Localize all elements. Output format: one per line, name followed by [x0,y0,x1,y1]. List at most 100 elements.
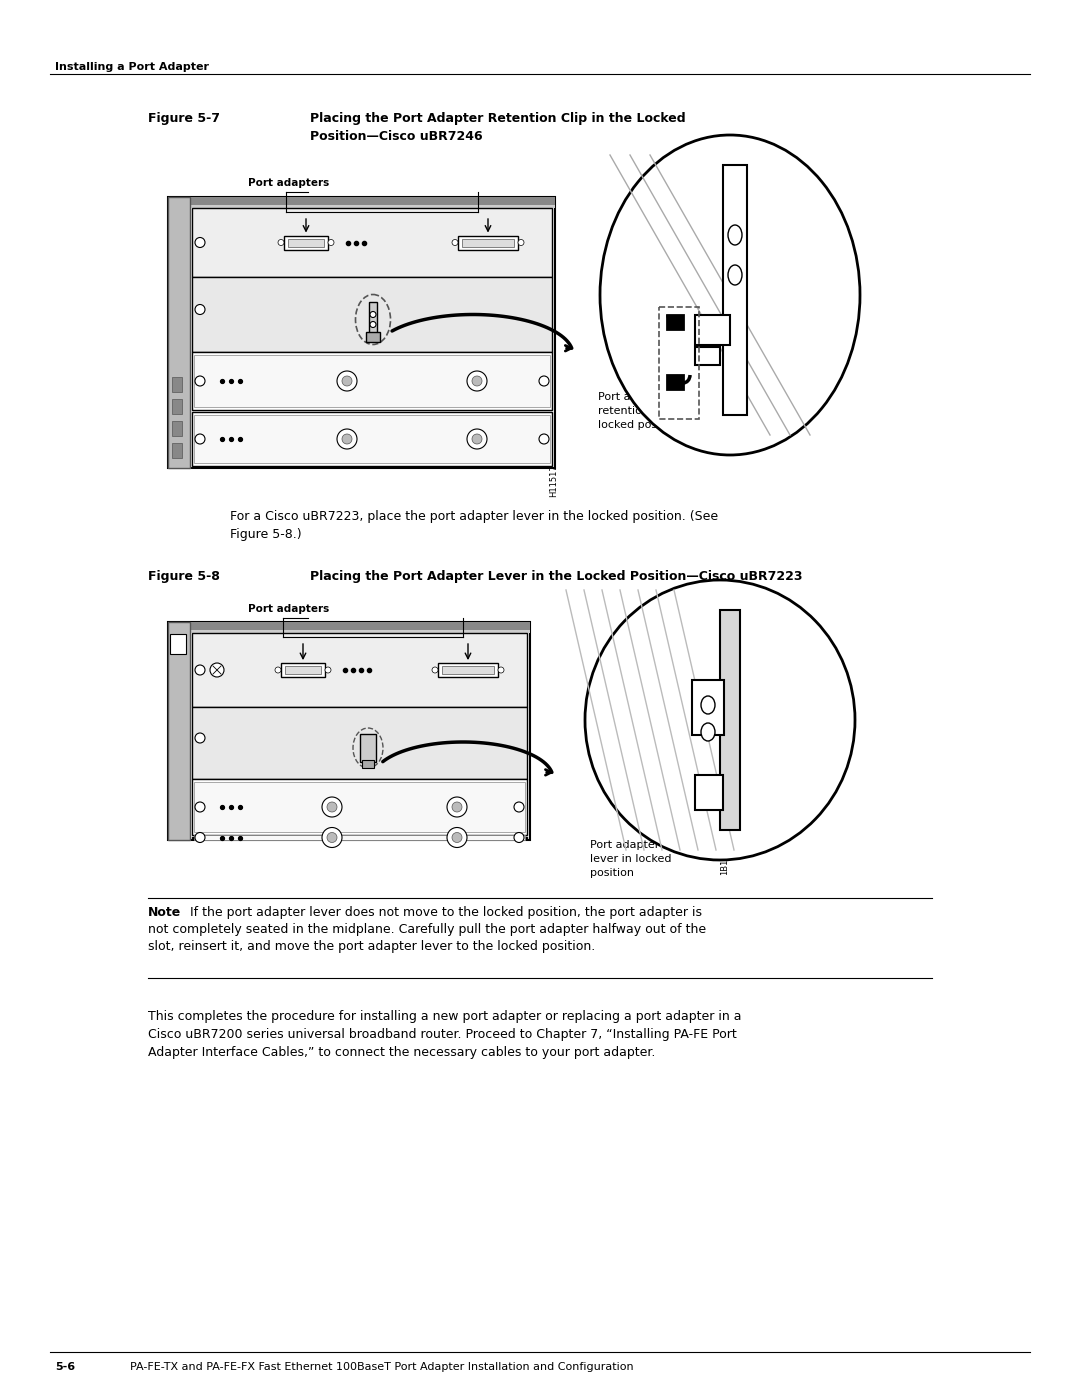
Ellipse shape [600,136,860,455]
FancyBboxPatch shape [192,780,527,835]
FancyBboxPatch shape [172,400,183,414]
Text: H11517: H11517 [549,464,558,497]
FancyBboxPatch shape [667,314,683,330]
Circle shape [432,666,438,673]
FancyBboxPatch shape [168,630,530,633]
Circle shape [195,833,205,842]
FancyBboxPatch shape [192,707,527,780]
Circle shape [278,239,284,246]
Text: If the port adapter lever does not move to the locked position, the port adapter: If the port adapter lever does not move … [190,907,702,919]
Circle shape [370,312,376,317]
FancyBboxPatch shape [696,314,730,345]
Text: Figure 5-8: Figure 5-8 [148,570,220,583]
FancyBboxPatch shape [281,664,325,678]
Circle shape [342,434,352,444]
Circle shape [195,237,205,247]
FancyBboxPatch shape [720,610,740,830]
Text: Port adapters: Port adapters [248,604,329,615]
Text: Cisco uBR7200 series universal broadband router. Proceed to Chapter 7, “Installi: Cisco uBR7200 series universal broadband… [148,1028,737,1041]
Text: Port adapter: Port adapter [598,393,667,402]
Circle shape [210,664,224,678]
Circle shape [327,833,337,842]
FancyBboxPatch shape [462,239,514,246]
Text: Placing the Port Adapter Retention Clip in the Locked: Placing the Port Adapter Retention Clip … [310,112,686,124]
Text: position: position [590,868,634,877]
Ellipse shape [728,265,742,285]
FancyBboxPatch shape [360,733,376,761]
Text: Figure 5-8.): Figure 5-8.) [230,528,301,541]
Text: Figure 5-7: Figure 5-7 [148,112,220,124]
FancyBboxPatch shape [192,208,552,277]
Circle shape [322,827,342,848]
Circle shape [514,802,524,812]
Text: Port adapter: Port adapter [590,840,660,849]
FancyBboxPatch shape [438,664,498,678]
Circle shape [453,833,462,842]
FancyBboxPatch shape [285,666,321,673]
Ellipse shape [728,225,742,244]
Circle shape [467,372,487,391]
FancyBboxPatch shape [194,355,550,407]
Ellipse shape [701,724,715,740]
Text: locked position: locked position [598,420,681,430]
FancyBboxPatch shape [192,352,552,409]
Text: For a Cisco uBR7223, place the port adapter lever in the locked position. (See: For a Cisco uBR7223, place the port adap… [230,510,718,522]
Circle shape [337,372,357,391]
FancyBboxPatch shape [667,374,683,388]
FancyBboxPatch shape [194,782,525,833]
FancyBboxPatch shape [442,666,494,673]
Circle shape [322,798,342,817]
FancyBboxPatch shape [192,633,527,707]
FancyBboxPatch shape [723,165,747,415]
FancyBboxPatch shape [362,760,374,768]
Text: lever in locked: lever in locked [590,854,672,863]
Circle shape [453,802,462,812]
Text: not completely seated in the midplane. Carefully pull the port adapter halfway o: not completely seated in the midplane. C… [148,923,706,936]
Circle shape [195,305,205,314]
Circle shape [447,827,467,848]
Circle shape [472,376,482,386]
FancyBboxPatch shape [458,236,518,250]
Ellipse shape [585,580,855,861]
FancyBboxPatch shape [192,277,552,352]
FancyBboxPatch shape [692,680,724,735]
Text: Installing a Port Adapter: Installing a Port Adapter [55,61,210,73]
FancyBboxPatch shape [194,835,525,840]
Circle shape [195,733,205,743]
Circle shape [514,833,524,842]
FancyBboxPatch shape [172,443,183,458]
FancyBboxPatch shape [172,377,183,393]
Circle shape [498,666,504,673]
Text: Adapter Interface Cables,” to connect the necessary cables to your port adapter.: Adapter Interface Cables,” to connect th… [148,1046,656,1059]
FancyBboxPatch shape [366,331,380,341]
FancyBboxPatch shape [168,622,530,630]
Circle shape [472,434,482,444]
Circle shape [370,321,376,327]
FancyBboxPatch shape [172,420,183,436]
Circle shape [275,666,281,673]
Text: retention clip in: retention clip in [598,407,686,416]
Circle shape [325,666,330,673]
FancyBboxPatch shape [168,622,190,840]
FancyBboxPatch shape [369,302,377,338]
Circle shape [327,802,337,812]
Circle shape [328,239,334,246]
Text: 1B177: 1B177 [720,848,729,875]
Circle shape [337,429,357,448]
FancyBboxPatch shape [696,346,720,365]
Circle shape [453,239,458,246]
Text: Note: Note [148,907,181,919]
Circle shape [518,239,524,246]
Text: PA-FE-TX and PA-FE-FX Fast Ethernet 100BaseT Port Adapter Installation and Confi: PA-FE-TX and PA-FE-FX Fast Ethernet 100B… [130,1362,634,1372]
FancyBboxPatch shape [696,775,723,810]
Circle shape [447,798,467,817]
FancyBboxPatch shape [168,197,555,468]
Circle shape [195,434,205,444]
FancyBboxPatch shape [288,239,324,246]
FancyBboxPatch shape [168,197,190,468]
Circle shape [342,376,352,386]
FancyBboxPatch shape [284,236,328,250]
Text: slot, reinsert it, and move the port adapter lever to the locked position.: slot, reinsert it, and move the port ada… [148,940,595,953]
Text: Position—Cisco uBR7246: Position—Cisco uBR7246 [310,130,483,142]
Text: Placing the Port Adapter Lever in the Locked Position—Cisco uBR7223: Placing the Port Adapter Lever in the Lo… [310,570,802,583]
